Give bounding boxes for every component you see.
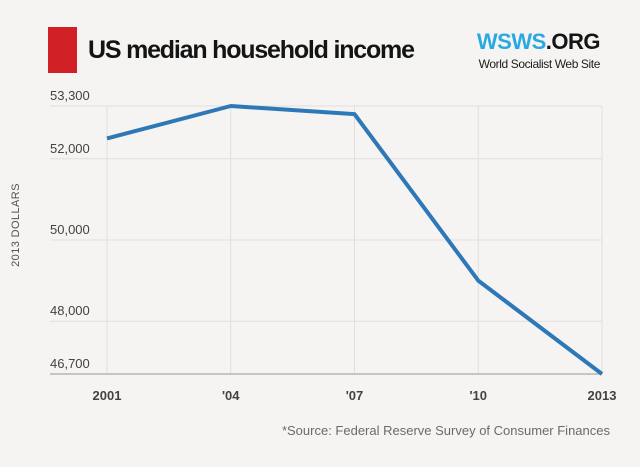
- wsws-logo-main: WSWS: [476, 29, 546, 54]
- y-tick-label: 52,000: [50, 141, 90, 156]
- y-axis-title: 2013 DOLLARS: [10, 183, 22, 267]
- wsws-logo-wordmark: WSWS.ORG: [476, 29, 601, 54]
- wsws-logo-tagline: World Socialist Web Site: [478, 57, 601, 71]
- y-tick-label: 48,000: [50, 303, 90, 318]
- y-tick-label: 50,000: [50, 222, 90, 237]
- x-tick-label: '10: [469, 388, 487, 403]
- income-data-line: [106, 104, 604, 376]
- wsws-logo: WSWS.ORG World Socialist Web Site: [476, 29, 601, 72]
- y-tick-label: 46,700: [50, 356, 90, 371]
- source-note: *Source: Federal Reserve Survey of Consu…: [281, 423, 610, 438]
- wsws-logo-suffix: .ORG: [545, 29, 601, 54]
- chart-title: US median household income: [88, 36, 415, 64]
- red-accent-square: [48, 27, 77, 73]
- x-tick-label: '07: [346, 388, 364, 403]
- x-tick-label: 2001: [93, 388, 122, 403]
- x-tick-label: '04: [222, 388, 240, 403]
- y-tick-label: 53,300: [50, 88, 90, 103]
- x-tick-label: 2013: [588, 388, 617, 403]
